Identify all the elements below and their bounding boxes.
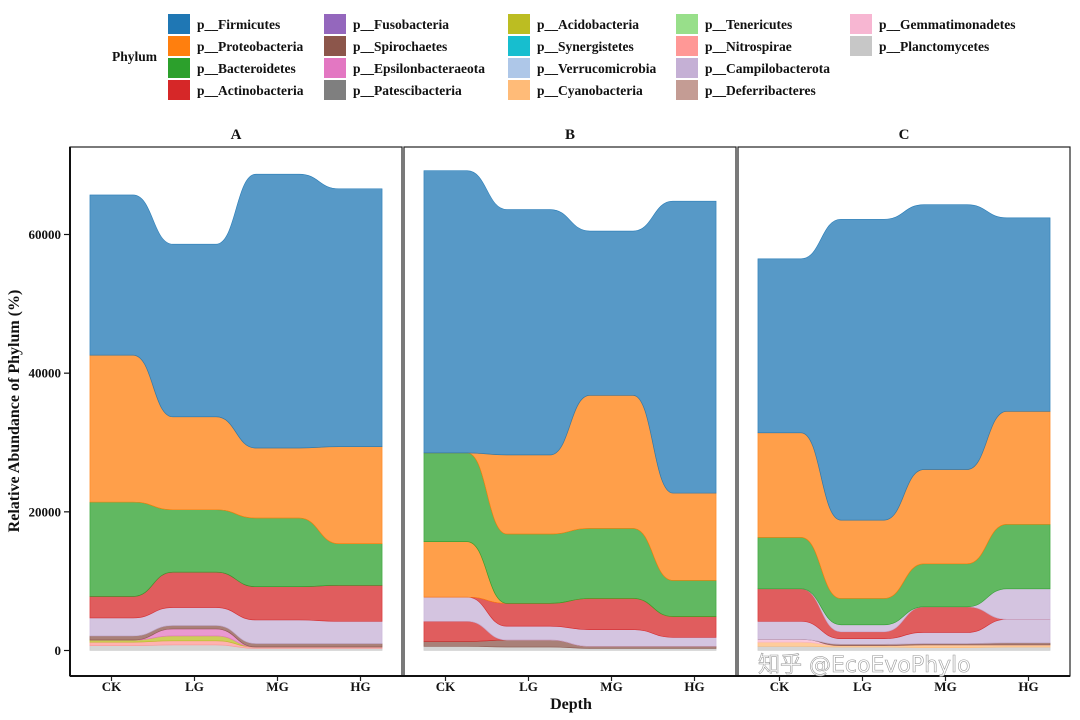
x-axis-title: Depth (550, 696, 592, 713)
legend-item-p-epsilonbacteraeota: p__Epsilonbacteraeota (324, 58, 485, 78)
legend-label: p__Spirochaetes (353, 39, 447, 54)
legend-item-p-verrucomicrobia: p__Verrucomicrobia (508, 58, 656, 78)
x-tick-label: CK (102, 679, 122, 694)
legend-label: p__Fusobacteria (353, 17, 449, 32)
legend-swatch (324, 14, 346, 34)
watermark: 知乎 @EcoEvoPhylo (758, 653, 971, 678)
legend-label: p__Gemmatimonadetes (879, 17, 1015, 32)
panel-label: C (899, 127, 910, 143)
area-p-firmicutes (89, 173, 383, 449)
legend-item-p-tenericutes: p__Tenericutes (676, 14, 792, 34)
x-tick-label: CK (770, 679, 790, 694)
stack-areas (89, 173, 383, 651)
legend-label: p__Cyanobacteria (537, 83, 643, 98)
legend-label: p__Patescibacteria (353, 83, 462, 98)
legend-swatch (850, 36, 872, 56)
legend-swatch (508, 14, 530, 34)
x-tick-label: LG (519, 679, 538, 694)
legend-item-p-proteobacteria: p__Proteobacteria (168, 36, 303, 56)
panel-b: B CK LG MG HG (403, 127, 737, 694)
panels: A CK LG MG HG B CK LG MG HG C CK LG MG HG (69, 127, 1071, 694)
x-tick-label: MG (934, 679, 956, 694)
x-tick-label: MG (266, 679, 288, 694)
legend-item-p-patescibacteria: p__Patescibacteria (324, 80, 462, 100)
legend-swatch (508, 58, 530, 78)
x-tick-label: HG (1018, 679, 1038, 694)
area-p-firmicutes (423, 170, 717, 494)
legend-label: p__Actinobacteria (197, 83, 304, 98)
legend-swatch (676, 58, 698, 78)
legend-item-p-spirochaetes: p__Spirochaetes (324, 36, 447, 56)
legend-swatch (676, 80, 698, 100)
legend-swatch (168, 14, 190, 34)
legend-label: p__Firmicutes (197, 17, 280, 32)
y-tick-label: 0 (55, 643, 62, 658)
legend-item-p-deferribacteres: p__Deferribacteres (676, 80, 816, 100)
legend-item-p-cyanobacteria: p__Cyanobacteria (508, 80, 643, 100)
panel-a: A CK LG MG HG (69, 127, 403, 694)
legend: Phylum p__Firmicutes p__Proteobacteria p__… (112, 14, 1015, 100)
y-tick-label: 40000 (29, 366, 62, 381)
x-tick-label: CK (436, 679, 456, 694)
legend-label: p__Proteobacteria (197, 39, 303, 54)
legend-item-p-fusobacteria: p__Fusobacteria (324, 14, 449, 34)
stack-areas (757, 204, 1051, 651)
legend-label: p__Campilobacterota (705, 61, 830, 76)
legend-swatch (508, 80, 530, 100)
legend-label: p__Epsilonbacteraeota (353, 61, 485, 76)
legend-item-p-synergistetes: p__Synergistetes (508, 36, 634, 56)
y-tick-label: 60000 (29, 227, 62, 242)
legend-swatch (676, 36, 698, 56)
legend-label: p__Planctomycetes (879, 39, 989, 54)
x-tick-label: HG (350, 679, 370, 694)
y-tick-label: 20000 (29, 504, 62, 519)
axes: Relative Abundance of Phylum (%) Depth 0… (6, 147, 1070, 713)
legend-swatch (324, 58, 346, 78)
legend-label: p__Deferribacteres (705, 83, 816, 98)
stack-areas (423, 170, 717, 651)
legend-swatch (168, 58, 190, 78)
legend-swatch (168, 80, 190, 100)
y-axis-title: Relative Abundance of Phylum (%) (6, 290, 23, 533)
legend-swatch (324, 36, 346, 56)
legend-label: p__Synergistetes (537, 39, 634, 54)
legend-item-p-acidobacteria: p__Acidobacteria (508, 14, 639, 34)
x-tick-label: HG (684, 679, 704, 694)
legend-swatch (676, 14, 698, 34)
legend-swatch (508, 36, 530, 56)
x-tick-label: LG (853, 679, 872, 694)
x-tick-label: LG (185, 679, 204, 694)
panel-c: C CK LG MG HG (737, 127, 1071, 694)
panel-label: A (231, 127, 242, 143)
legend-label: p__Acidobacteria (537, 17, 639, 32)
legend-item-p-firmicutes: p__Firmicutes (168, 14, 280, 34)
legend-item-p-campilobacterota: p__Campilobacterota (676, 58, 830, 78)
legend-item-p-nitrospirae: p__Nitrospirae (676, 36, 792, 56)
legend-item-p-gemmatimonadetes: p__Gemmatimonadetes (850, 14, 1015, 34)
panel-label: B (565, 127, 575, 143)
legend-item-p-actinobacteria: p__Actinobacteria (168, 80, 304, 100)
legend-title: Phylum (112, 49, 158, 64)
legend-item-p-bacteroidetes: p__Bacteroidetes (168, 58, 296, 78)
legend-item-p-planctomycetes: p__Planctomycetes (850, 36, 989, 56)
legend-label: p__Bacteroidetes (197, 61, 296, 76)
legend-swatch (168, 36, 190, 56)
x-tick-label: MG (600, 679, 622, 694)
legend-label: p__Nitrospirae (705, 39, 792, 54)
area-p-firmicutes (757, 204, 1051, 521)
legend-label: p__Verrucomicrobia (537, 61, 656, 76)
legend-label: p__Tenericutes (705, 17, 792, 32)
legend-swatch (850, 14, 872, 34)
legend-swatch (324, 80, 346, 100)
